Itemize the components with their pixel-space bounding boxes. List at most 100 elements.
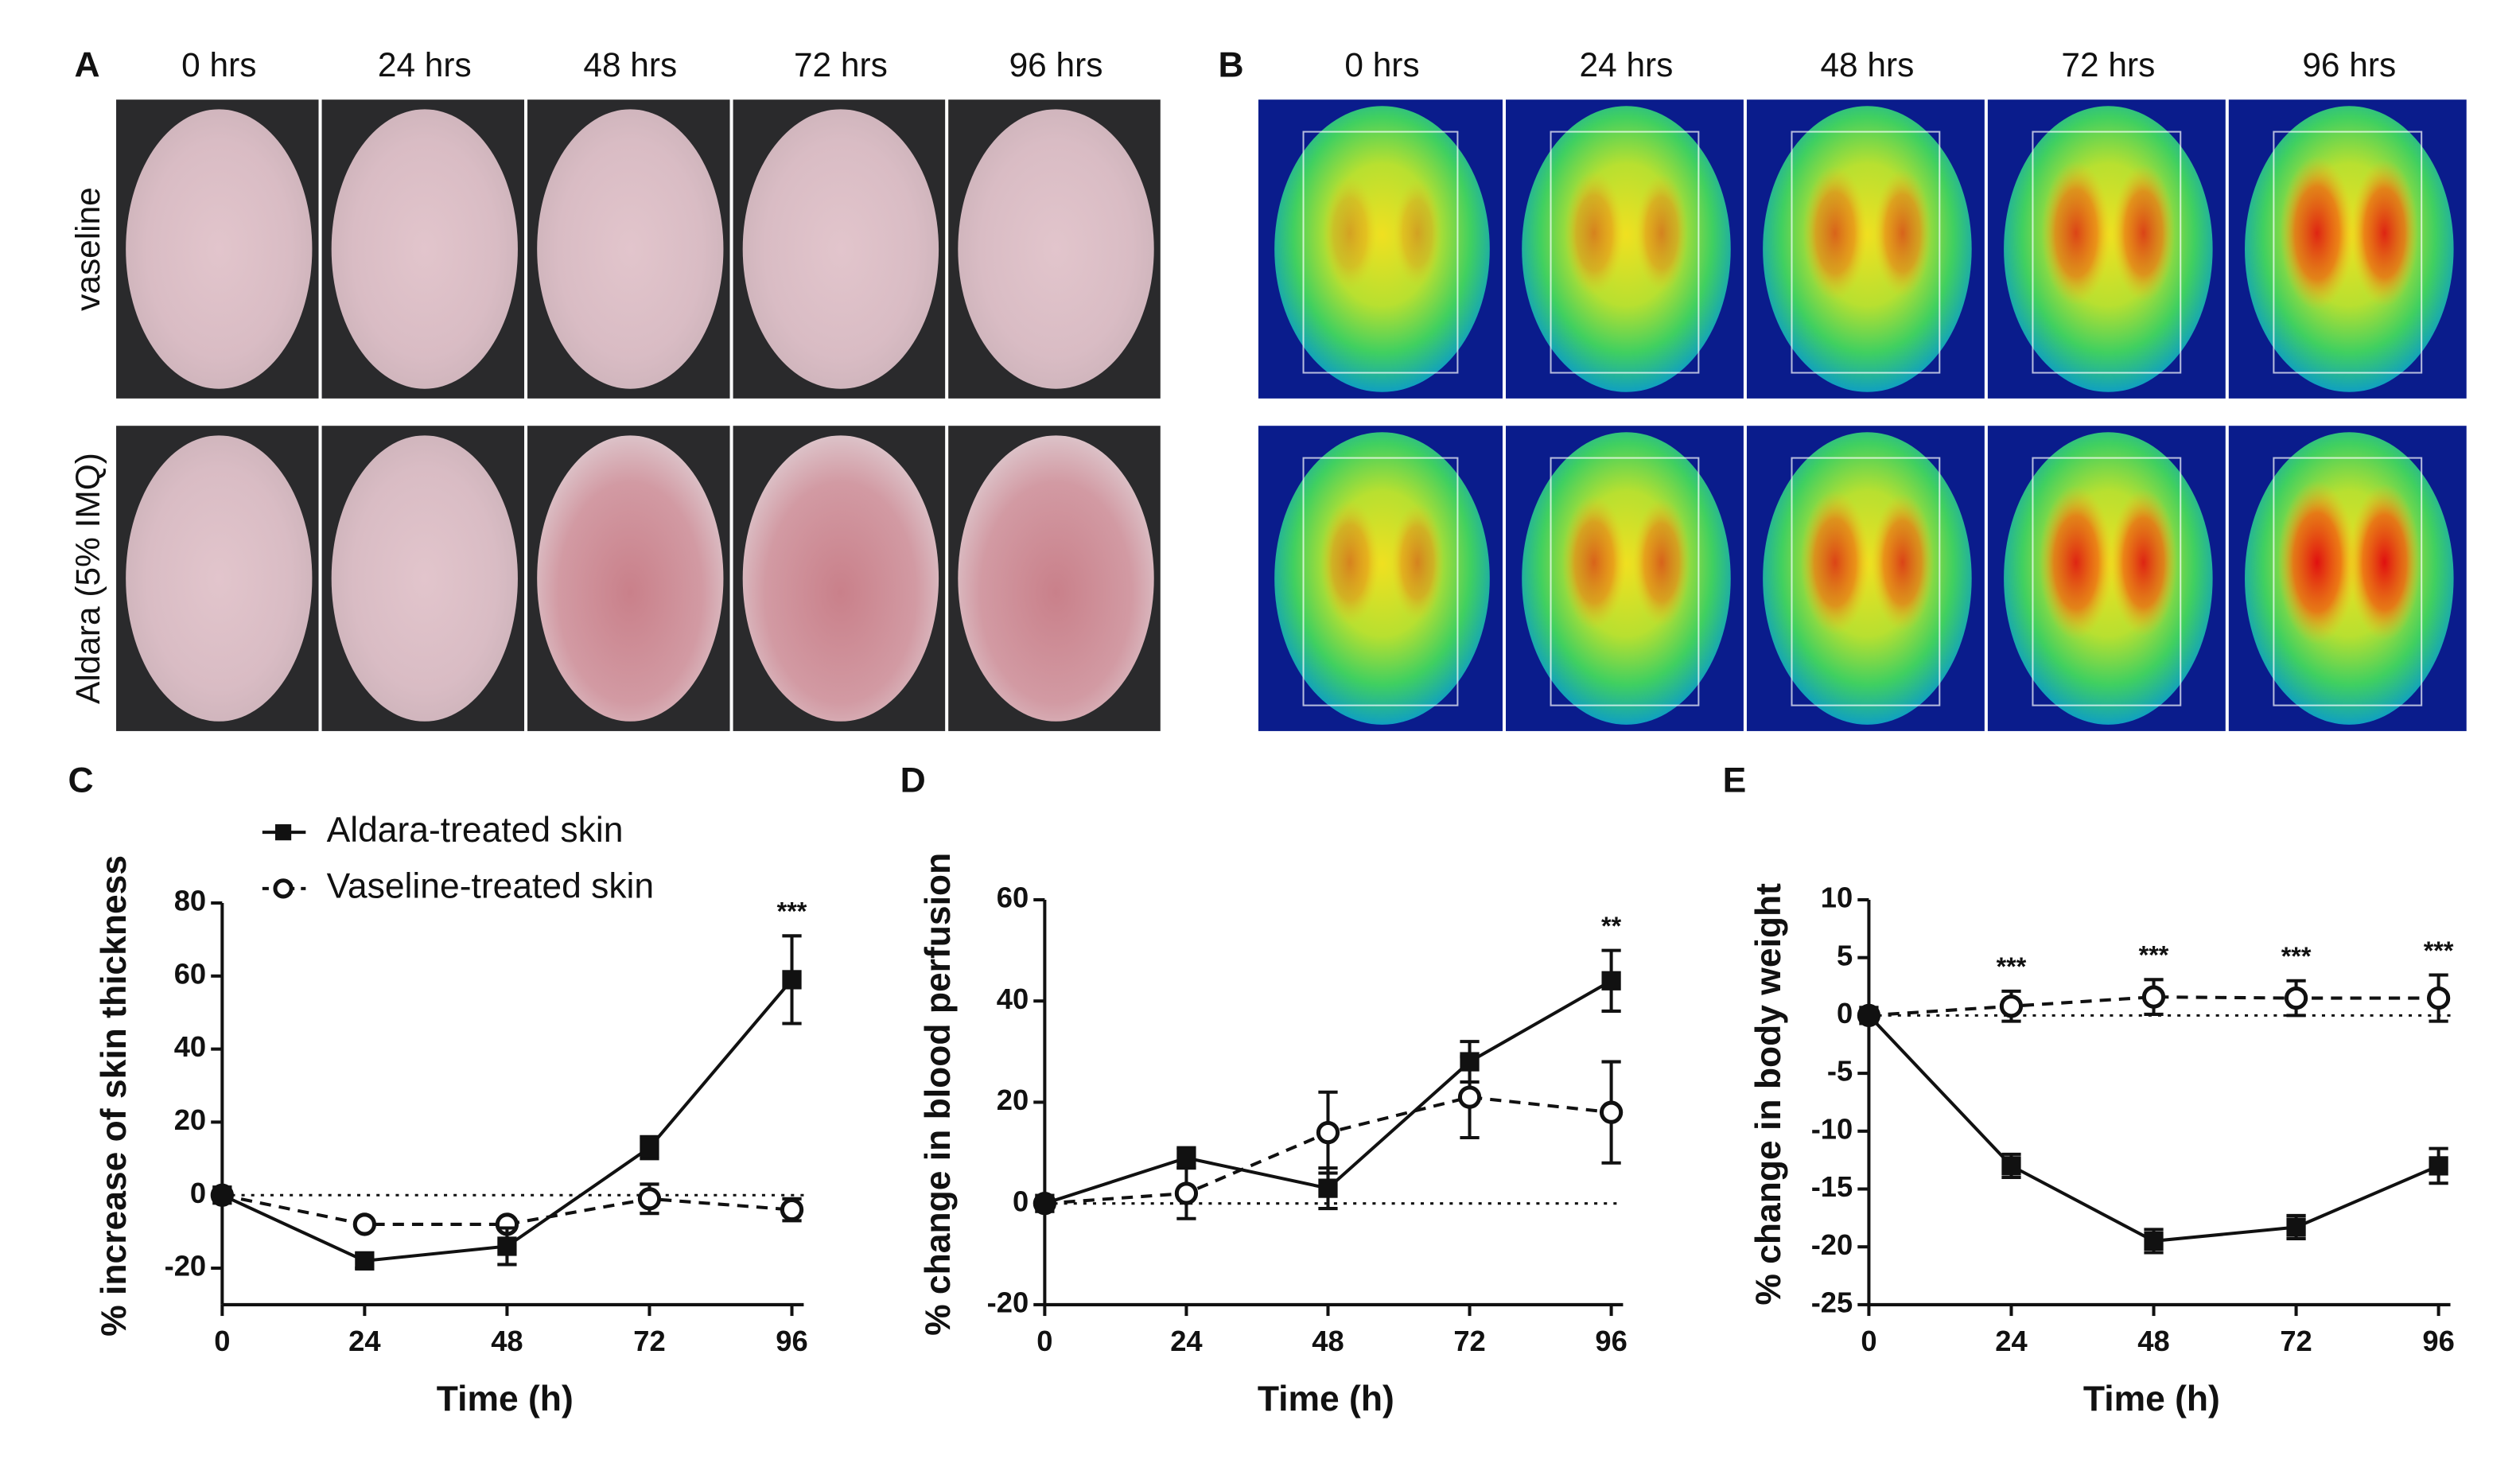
skin-area [126, 435, 313, 722]
hot-spot [1564, 170, 1624, 296]
marker [355, 1251, 375, 1271]
hot-spot [2039, 485, 2114, 640]
skin-area [331, 109, 518, 389]
skin-area [537, 109, 724, 389]
x-tick-label: 48 [1312, 1325, 1344, 1357]
hot-spot [2280, 155, 2355, 310]
hot-spot [2348, 483, 2421, 641]
marker [1859, 1006, 1879, 1025]
x-tick-label: 72 [633, 1325, 665, 1357]
marker [2429, 1156, 2448, 1176]
hot-spot [2112, 164, 2176, 302]
perfusion-area [1522, 432, 1731, 725]
hot-spot [1873, 169, 1932, 298]
significance: *** [777, 897, 807, 926]
roi-box [1550, 457, 1700, 706]
y-axis-title: % change in body weight [1749, 883, 1788, 1306]
x-axis-title: Time (h) [437, 1380, 574, 1419]
column-header: 72 hrs [794, 46, 888, 84]
marker [640, 1138, 659, 1158]
marker [2426, 986, 2451, 1010]
marker [1457, 1085, 1482, 1109]
x-tick-label: 96 [2422, 1325, 2454, 1357]
marker [2144, 1231, 2164, 1251]
y-axis-title: % increase of skin thickness [95, 855, 134, 1337]
row-label: vaseline [69, 187, 107, 311]
panel-label: B [1218, 46, 1243, 85]
y-tick-label: -20 [987, 1286, 1029, 1319]
x-tick-label: 96 [776, 1325, 807, 1357]
hot-spot [1561, 495, 1627, 630]
x-tick-label: 24 [1170, 1325, 1203, 1357]
skin-area [742, 109, 939, 389]
hot-spot [1393, 178, 1442, 288]
series-line [1867, 1014, 2440, 1243]
hot-spot [1871, 493, 1935, 632]
y-tick-label: 10 [1821, 881, 1853, 914]
skin-area [126, 109, 313, 389]
y-tick-label: -25 [1811, 1286, 1853, 1319]
y-tick-label: 20 [997, 1084, 1029, 1116]
x-tick-label: 0 [214, 1325, 230, 1357]
y-axis-title: % change in blood perfusion [919, 853, 958, 1336]
hot-spot [1802, 165, 1868, 301]
column-header: 24 hrs [378, 46, 472, 84]
x-tick-label: 48 [491, 1325, 523, 1357]
marker [1176, 1148, 1196, 1168]
roi-box [1550, 130, 1700, 374]
x-tick-label: 24 [348, 1325, 381, 1357]
hot-spot [1320, 500, 1380, 625]
roi-box [1302, 457, 1459, 706]
y-tick-label: 40 [997, 983, 1029, 1015]
column-header: 96 hrs [2302, 46, 2396, 84]
roi-box [1302, 130, 1459, 374]
column-header: 24 hrs [1580, 46, 1674, 84]
y-tick-label: 0 [1837, 997, 1853, 1029]
y-tick-label: 60 [174, 957, 206, 990]
x-axis-title: Time (h) [1258, 1380, 1394, 1419]
legend-marker [274, 824, 292, 841]
skin-area [331, 435, 518, 722]
marker [1316, 1120, 1340, 1145]
marker [1601, 971, 1621, 990]
marker [782, 970, 802, 990]
column-header: 48 hrs [583, 46, 677, 84]
hot-spot [1800, 489, 1870, 635]
marker [352, 1212, 377, 1236]
perfusion-area [1274, 432, 1490, 725]
roi-box [2273, 457, 2423, 706]
y-tick-label: 0 [1013, 1185, 1029, 1217]
x-tick-label: 96 [1595, 1325, 1627, 1357]
marker [1599, 1100, 1624, 1124]
y-tick-label: -20 [165, 1250, 207, 1282]
panel-label: D [900, 761, 926, 800]
legend-marker [273, 878, 294, 899]
significance: *** [2139, 941, 2169, 970]
significance: ** [1601, 912, 1622, 940]
y-tick-label: 40 [174, 1030, 206, 1063]
marker [1318, 1178, 1338, 1198]
x-tick-label: 24 [1995, 1325, 2028, 1357]
perfusion-area [1763, 106, 1972, 392]
y-tick-label: 0 [190, 1177, 206, 1209]
marker [212, 1185, 232, 1205]
significance: *** [2424, 936, 2454, 965]
panel-label: E [1723, 761, 1747, 800]
marker [497, 1236, 517, 1256]
marker [2141, 985, 2166, 1009]
marker [1035, 1193, 1055, 1213]
series-line [221, 1193, 792, 1226]
significance: *** [2281, 942, 2312, 971]
skin-area [958, 109, 1154, 389]
panel-label: A [75, 46, 100, 85]
skin-area [958, 435, 1154, 722]
x-tick-label: 48 [2137, 1325, 2169, 1357]
roi-box [1791, 130, 1941, 374]
column-header: 72 hrs [2061, 46, 2155, 84]
panel-label: C [68, 761, 93, 800]
hot-spot [2041, 160, 2111, 306]
y-tick-label: -20 [1811, 1228, 1853, 1261]
y-tick-label: 5 [1837, 939, 1853, 971]
roi-box [2273, 130, 2423, 374]
